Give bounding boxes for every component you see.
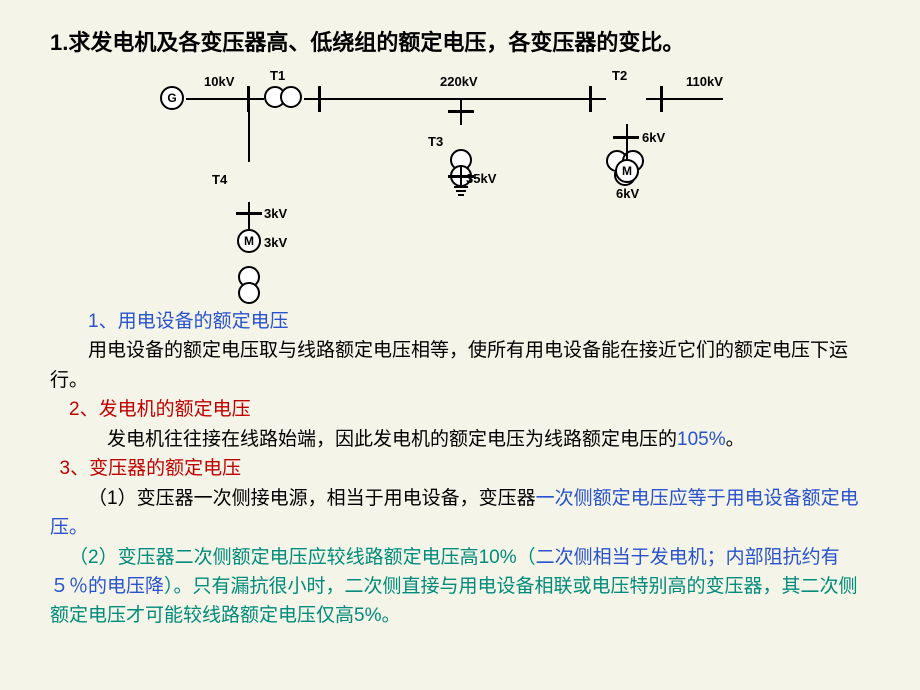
section1-heading: 1、用电设备的额定电压 <box>50 307 870 336</box>
wire <box>592 98 606 100</box>
s2-text-blue: 105% <box>677 429 726 450</box>
wire <box>250 98 264 100</box>
t2-label: T2 <box>612 68 627 83</box>
s2-text3: 。 <box>726 429 745 450</box>
wire <box>460 178 462 186</box>
wire <box>304 98 318 100</box>
page-root: 1.求发电机及各变压器高、低绕组的额定电压，各变压器的变比。 G 10kV T1… <box>0 0 920 631</box>
s3-1a: （1）变压器一次侧接电源，相当于用电设备，变压器 <box>88 488 536 509</box>
section3-item1: （1）变压器一次侧接电源，相当于用电设备，变压器一次侧额定电压应等于用电设备额定… <box>50 484 870 543</box>
motor-m2-icon: M <box>615 159 639 183</box>
circuit-diagram-container: G 10kV T1 220kV T3 35kV <box>50 72 870 277</box>
motor-3kv: 3kV <box>264 235 287 250</box>
wire <box>248 112 250 162</box>
ground-icon <box>454 186 468 196</box>
section3-item2: （2）变压器二次侧额定电压应较线路额定电压高10%（二次侧相当于发电机；内部阻抗… <box>50 543 870 631</box>
voltage-110kv: 110kV <box>686 74 723 89</box>
section1-paragraph: 用电设备的额定电压取与线路额定电压相等，使所有用电设备能在接近它们的额定电压下运… <box>50 336 870 395</box>
wire <box>248 215 250 229</box>
voltage-10kv: 10kV <box>204 74 234 89</box>
wire <box>626 124 628 136</box>
wire <box>663 98 723 100</box>
wire <box>461 98 589 100</box>
s3-2c: ）。只有漏抗很小时，二次侧直接与用电设备相联或电压特别高的变压器，其二次侧额定电… <box>50 576 858 626</box>
transformer-t1-icon <box>264 86 304 110</box>
transformer-t4-icon <box>238 266 262 306</box>
voltage-220kv: 220kV <box>440 74 478 89</box>
section2-heading: 2、发电机的额定电压 <box>50 395 870 424</box>
wire <box>248 202 250 212</box>
s2-text1: 发电机往往接在线路始端，因此发电机的额定电压为线路额定电压的 <box>107 429 677 450</box>
voltage-35kv: 35kV <box>466 171 496 186</box>
s3-2a: （2）变压器二次侧额定电压应较线路额定电压高10%（ <box>69 547 536 568</box>
section3-heading: 3、变压器的额定电压 <box>50 454 870 483</box>
t3-label: T3 <box>428 134 443 149</box>
gen-g-label: G <box>167 91 176 105</box>
wire <box>626 139 628 159</box>
motor-6kv: 6kV <box>616 186 639 201</box>
motor-m1-icon: M <box>237 229 261 253</box>
wire <box>460 113 462 125</box>
voltage-3kv: 3kV <box>264 206 287 221</box>
question-title: 1.求发电机及各变压器高、低绕组的额定电压，各变压器的变比。 <box>50 25 870 57</box>
motor-m-label2: M <box>244 234 254 248</box>
s3-1c: 。 <box>69 517 88 538</box>
wire <box>646 98 660 100</box>
wire <box>186 98 248 100</box>
t1-label: T1 <box>270 68 285 83</box>
wire <box>321 98 461 100</box>
t4-label: T4 <box>212 172 227 187</box>
generator-g-icon: G <box>160 86 184 110</box>
voltage-6kv: 6kV <box>642 130 665 145</box>
section2-paragraph: 发电机往往接在线路始端，因此发电机的额定电压为线路额定电压的105%。 <box>50 425 870 454</box>
wire <box>460 165 462 175</box>
motor-m-label: M <box>622 164 632 178</box>
answer-content: 1、用电设备的额定电压 用电设备的额定电压取与线路额定电压相等，使所有用电设备能… <box>50 307 870 631</box>
circuit-diagram: G 10kV T1 220kV T3 35kV <box>150 72 770 272</box>
